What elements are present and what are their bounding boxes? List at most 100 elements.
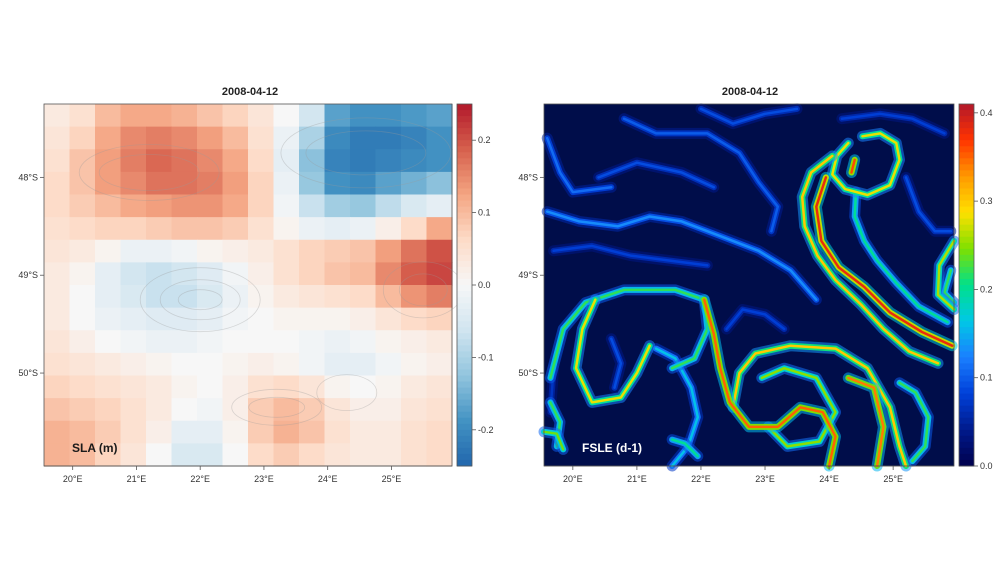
- sla-cell: [426, 443, 453, 467]
- sla-cell: [197, 239, 224, 263]
- fsle-filament-core: [699, 107, 799, 125]
- sla-cell: [120, 330, 147, 354]
- sla-cell: [299, 217, 326, 241]
- sla-cell: [273, 443, 300, 467]
- sla-cell: [248, 375, 275, 399]
- fsle-colorbar-step: [959, 435, 974, 443]
- sla-cell: [69, 126, 96, 150]
- sla-cell: [299, 307, 326, 331]
- sla-colorbar-step: [457, 297, 472, 304]
- fsle-colorbar-step: [959, 212, 974, 220]
- sla-cell: [426, 262, 453, 286]
- sla-cell: [350, 104, 377, 128]
- sla-cell: [324, 352, 351, 377]
- sla-cell: [324, 104, 351, 128]
- sla-colorbar-step: [457, 176, 472, 183]
- sla-cell: [324, 330, 351, 354]
- fsle-colorbar-step: [959, 128, 974, 135]
- fsle-colorbar-border: [958, 103, 975, 467]
- sla-cell: [197, 330, 224, 354]
- sla-cell: [426, 330, 453, 354]
- sla-cell: [273, 194, 300, 218]
- fsle-colorbar-step: [959, 375, 974, 383]
- fsle-colorbar-step: [959, 345, 974, 352]
- sla-x-tick-label: 20°E: [63, 474, 83, 484]
- fsle-x-tick-label: 22°E: [691, 474, 711, 484]
- fsle-filament-core: [936, 239, 956, 311]
- sla-cell: [69, 398, 96, 422]
- sla-cell: [95, 217, 122, 241]
- sla-cell: [248, 352, 275, 377]
- fsle-filament-core: [898, 381, 930, 463]
- sla-y-tick-label: 49°S: [18, 270, 38, 280]
- fsle-x-tick-label: 25°E: [883, 474, 903, 484]
- sla-cell: [171, 126, 198, 150]
- sla-cell: [120, 420, 147, 444]
- sla-cell: [273, 375, 300, 399]
- sla-cell: [95, 443, 122, 467]
- sla-x-tick-label: 24°E: [318, 474, 338, 484]
- sla-cell: [44, 443, 71, 467]
- sla-cell: [171, 307, 198, 331]
- fsle-colorbar-step: [959, 393, 974, 401]
- sla-cell: [299, 285, 326, 309]
- sla-colorbar-step: [457, 194, 472, 202]
- sla-colorbar-step: [457, 351, 472, 358]
- sla-cell: [248, 171, 275, 196]
- sla-cell: [222, 262, 249, 286]
- sla-cell: [426, 375, 453, 399]
- fsle-colorbar-step: [959, 206, 974, 214]
- sla-cell: [273, 239, 300, 263]
- sla-cell: [401, 352, 428, 377]
- sla-colorbar-step: [457, 381, 472, 389]
- fsle-colorbar-step: [959, 266, 974, 274]
- sla-cell: [426, 239, 453, 263]
- fsle-filament-core: [597, 161, 716, 189]
- sla-cell: [146, 352, 173, 377]
- fsle-filament-core: [840, 112, 946, 135]
- sla-cell: [324, 398, 351, 422]
- sla-cell: [171, 285, 198, 309]
- sla-colorbar-step: [457, 345, 472, 352]
- sla-cell: [171, 398, 198, 422]
- sla-colorbar-step: [457, 405, 472, 413]
- sla-cell: [222, 126, 249, 150]
- sla-cell: [120, 239, 147, 263]
- fsle-colorbar-step: [959, 381, 974, 389]
- sla-contour-line: [177, 289, 223, 311]
- fsle-colorbar-step: [959, 242, 974, 250]
- fsle-colorbar-step: [959, 236, 974, 244]
- fsle-filament-core: [904, 176, 953, 233]
- sla-colorbar-step: [457, 375, 472, 383]
- sla-cell: [171, 375, 198, 399]
- fsle-colorbar-step: [959, 453, 974, 461]
- sla-cell: [95, 375, 122, 399]
- fsle-colorbar-step: [959, 297, 974, 304]
- sla-cell: [146, 194, 173, 218]
- sla-cell: [375, 330, 402, 354]
- sla-cell: [120, 375, 147, 399]
- sla-cell: [273, 126, 300, 150]
- sla-cell: [222, 285, 249, 309]
- sla-cell: [299, 239, 326, 263]
- sla-cell: [375, 375, 402, 399]
- sla-cell: [95, 171, 122, 196]
- fsle-colorbar-tick-label: 0.3: [980, 196, 993, 206]
- sla-cell: [426, 398, 453, 422]
- fsle-colorbar-step: [959, 321, 974, 328]
- fsle-y-tick-label: 49°S: [518, 270, 538, 280]
- sla-colorbar-step: [457, 260, 472, 268]
- sla-cell: [44, 126, 71, 150]
- sla-cell: [95, 262, 122, 286]
- sla-cell: [44, 307, 71, 331]
- sla-cell: [426, 285, 453, 309]
- sla-cell: [44, 330, 71, 354]
- sla-colorbar-step: [457, 333, 472, 340]
- sla-cell: [44, 375, 71, 399]
- sla-cell: [95, 307, 122, 331]
- fsle-colorbar-step: [959, 254, 974, 262]
- sla-cell: [146, 104, 173, 128]
- sla-cell: [120, 194, 147, 218]
- sla-cell: [120, 352, 147, 377]
- sla-cell: [324, 307, 351, 331]
